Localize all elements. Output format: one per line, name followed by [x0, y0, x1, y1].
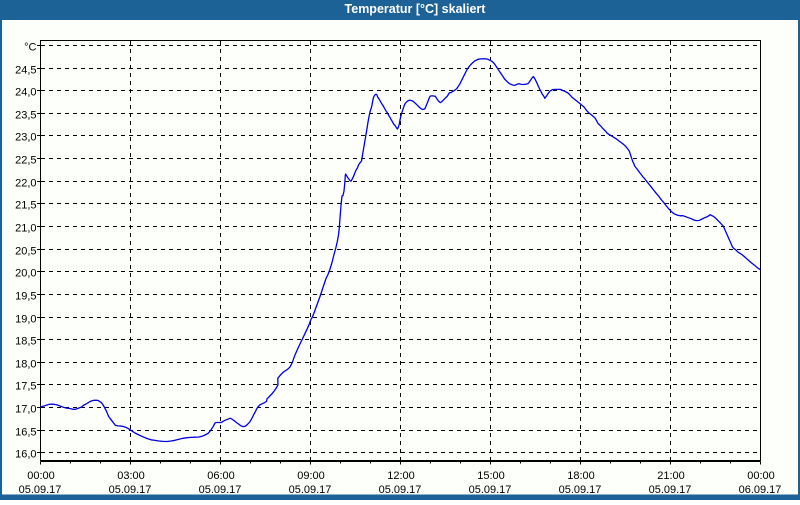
svg-text:21,0: 21,0 [15, 223, 36, 235]
svg-text:17,0: 17,0 [15, 404, 36, 416]
svg-text:00:00: 00:00 [747, 470, 775, 482]
svg-text:Temperatur [°C] skaliert: Temperatur [°C] skaliert [345, 2, 487, 16]
svg-text:20,0: 20,0 [15, 268, 36, 280]
svg-text:05.09.17: 05.09.17 [109, 484, 152, 496]
svg-text:23,0: 23,0 [15, 132, 36, 144]
svg-text:05.09.17: 05.09.17 [649, 484, 692, 496]
svg-text:12:00: 12:00 [387, 470, 415, 482]
svg-text:00:00: 00:00 [27, 470, 55, 482]
svg-text:°C: °C [24, 42, 36, 54]
svg-text:19,0: 19,0 [15, 314, 36, 326]
svg-text:22,0: 22,0 [15, 178, 36, 190]
svg-text:05.09.17: 05.09.17 [199, 484, 242, 496]
svg-text:05.09.17: 05.09.17 [469, 484, 512, 496]
svg-text:24,0: 24,0 [15, 87, 36, 99]
svg-text:09:00: 09:00 [297, 470, 325, 482]
svg-text:23,5: 23,5 [15, 110, 36, 122]
svg-text:05.09.17: 05.09.17 [379, 484, 422, 496]
svg-text:22,5: 22,5 [15, 155, 36, 167]
svg-text:05.09.17: 05.09.17 [19, 484, 62, 496]
svg-text:24,5: 24,5 [15, 65, 36, 77]
svg-text:20,5: 20,5 [15, 246, 36, 258]
svg-text:21:00: 21:00 [657, 470, 685, 482]
svg-text:05.09.17: 05.09.17 [559, 484, 602, 496]
svg-text:06.09.17: 06.09.17 [739, 484, 782, 496]
svg-text:18:00: 18:00 [567, 470, 595, 482]
svg-text:17,5: 17,5 [15, 381, 36, 393]
svg-text:18,5: 18,5 [15, 336, 36, 348]
svg-text:05.09.17: 05.09.17 [289, 484, 332, 496]
svg-text:16,0: 16,0 [15, 449, 36, 461]
svg-text:18,0: 18,0 [15, 359, 36, 371]
svg-text:03:00: 03:00 [117, 470, 145, 482]
svg-text:16,5: 16,5 [15, 427, 36, 439]
svg-text:19,5: 19,5 [15, 291, 36, 303]
svg-text:15:00: 15:00 [477, 470, 505, 482]
svg-text:06:00: 06:00 [207, 470, 235, 482]
svg-text:21,5: 21,5 [15, 200, 36, 212]
